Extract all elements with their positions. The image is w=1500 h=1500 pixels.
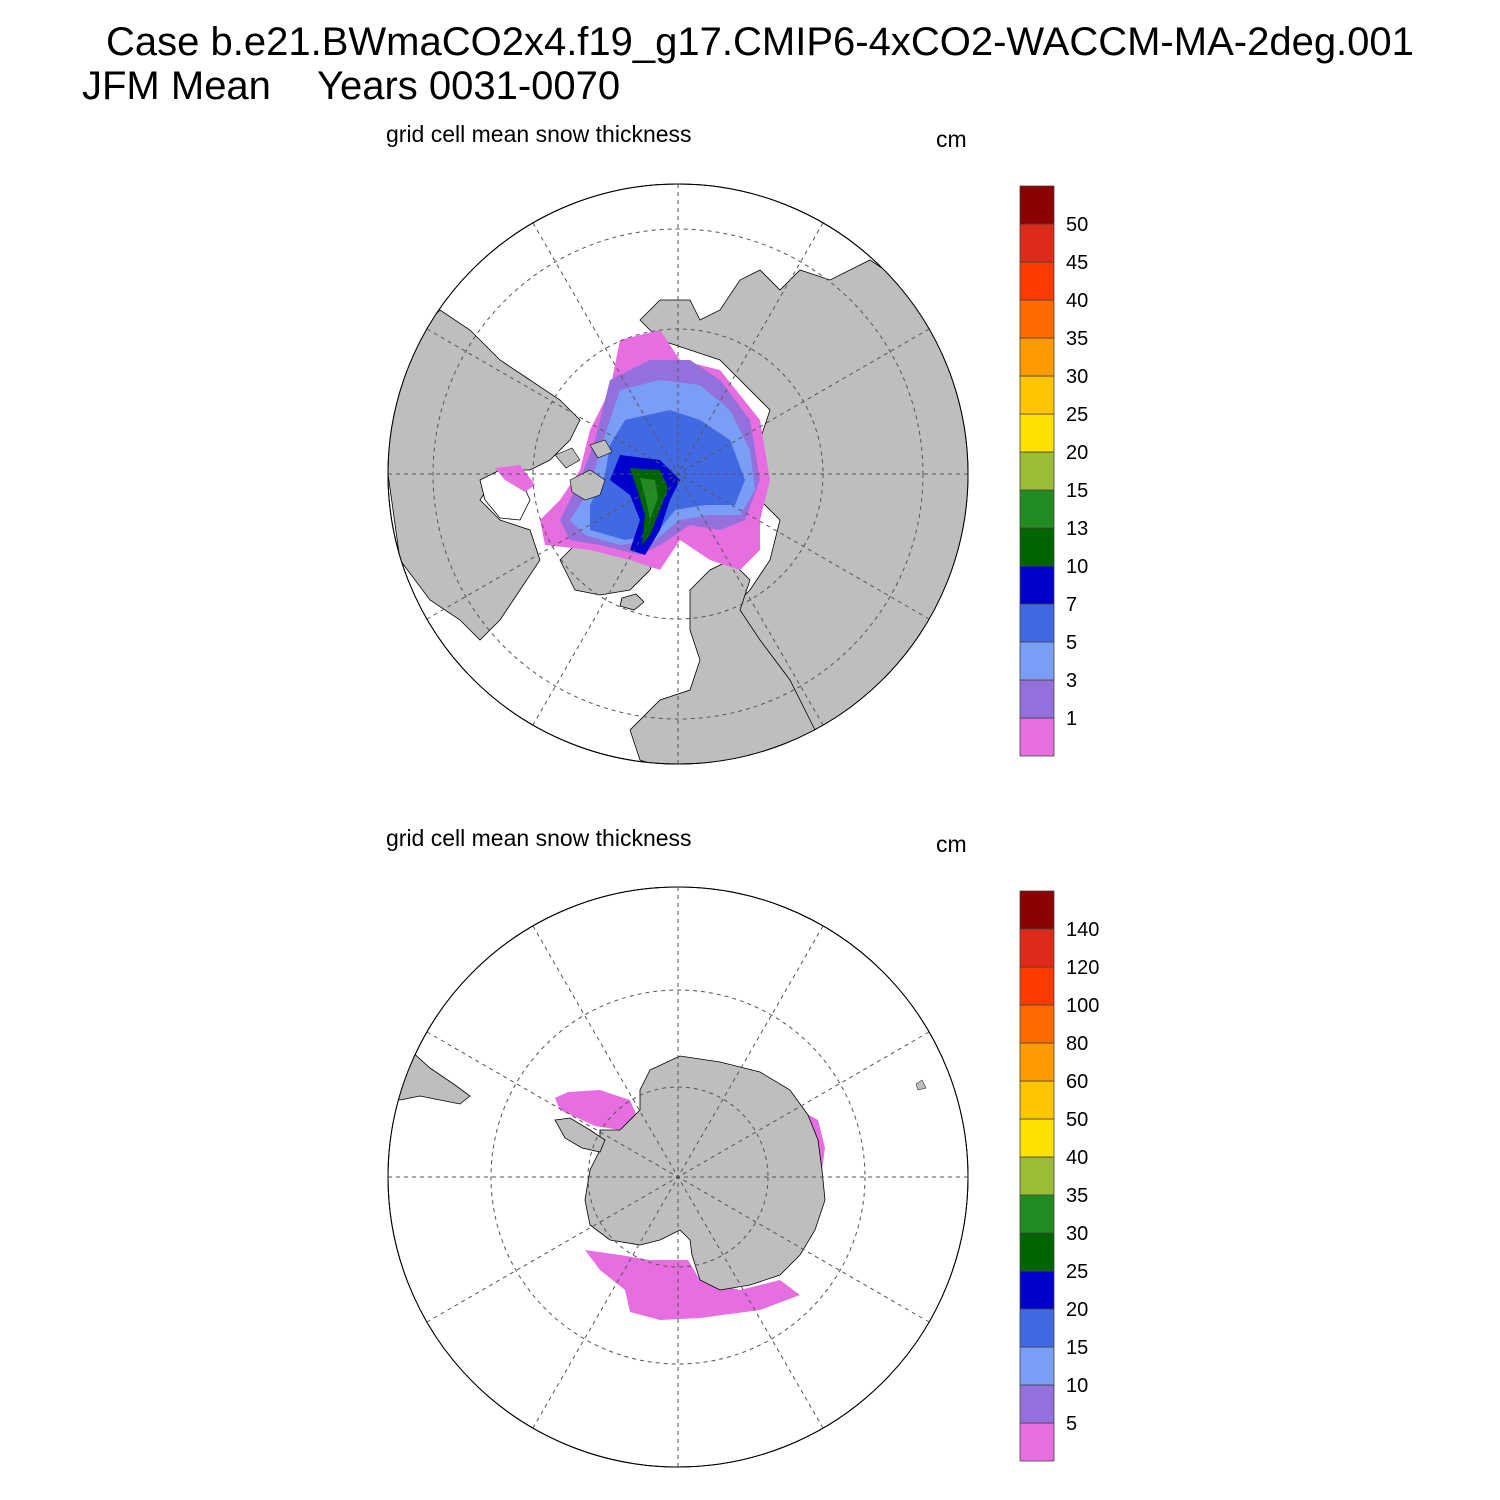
south-colorbar-label-0: 5	[1066, 1413, 1077, 1435]
north-colorbar-label-12: 45	[1066, 252, 1088, 274]
south-colorbar-box-2	[1019, 1346, 1055, 1386]
south-colorbar-box-7	[1019, 1156, 1055, 1196]
period-title: JFM Mean Years 0031-0070	[82, 64, 620, 108]
north-colorbar-label-11: 40	[1066, 290, 1088, 312]
south-land-africa	[915, 1079, 927, 1091]
north-colorbar-box-7	[1019, 451, 1055, 491]
south-colorbar-box-1	[1019, 1384, 1055, 1424]
north-colorbar-label-10: 35	[1066, 328, 1088, 350]
north-colorbar-box-14	[1019, 185, 1055, 225]
south-colorbar-label-1: 10	[1066, 1375, 1088, 1397]
north-colorbar-label-6: 15	[1066, 480, 1088, 502]
south-colorbar-box-0	[1019, 1422, 1055, 1462]
north-colorbar-box-5	[1019, 527, 1055, 567]
north-colorbar-box-1	[1019, 679, 1055, 719]
south-snow-ross	[585, 1250, 800, 1320]
north-land-iceland	[619, 593, 645, 611]
south-colorbar-box-10	[1019, 1042, 1055, 1082]
south-colorbar-box-14	[1019, 890, 1055, 930]
north-colorbar-box-10	[1019, 337, 1055, 377]
south-polar-map	[387, 886, 969, 1468]
south-colorbar-label-9: 60	[1066, 1071, 1088, 1093]
north-colorbar-label-8: 25	[1066, 404, 1088, 426]
south-colorbar-label-5: 30	[1066, 1223, 1088, 1245]
north-colorbar-label-13: 50	[1066, 214, 1088, 236]
south-colorbar-label-7: 40	[1066, 1147, 1088, 1169]
south-colorbar-box-12	[1019, 966, 1055, 1006]
north-units-label: cm	[936, 126, 967, 152]
north-colorbar-box-2	[1019, 641, 1055, 681]
south-colorbar-label-3: 20	[1066, 1299, 1088, 1321]
north-colorbar-box-0	[1019, 717, 1055, 757]
south-colorbar: 5 10 15 20 25 30 35 40 50 60 80 100 120 140	[1019, 890, 1099, 1462]
south-colorbar-label-10: 80	[1066, 1033, 1088, 1055]
south-colorbar-label-13: 140	[1066, 919, 1099, 941]
north-colorbar-box-8	[1019, 413, 1055, 453]
north-colorbar-box-12	[1019, 261, 1055, 301]
north-colorbar-box-6	[1019, 489, 1055, 529]
north-colorbar-box-3	[1019, 603, 1055, 643]
south-colorbar-box-9	[1019, 1080, 1055, 1120]
south-colorbar-box-11	[1019, 1004, 1055, 1044]
south-snow-weddell	[555, 1090, 636, 1130]
north-colorbar-label-9: 30	[1066, 366, 1088, 388]
north-colorbar-box-13	[1019, 223, 1055, 263]
south-land-peninsula	[554, 1117, 606, 1153]
south-colorbar-box-13	[1019, 928, 1055, 968]
south-colorbar-box-3	[1019, 1308, 1055, 1348]
south-units-label: cm	[936, 831, 967, 857]
south-panel-title: grid cell mean snow thickness	[386, 825, 692, 851]
case-title: Case b.e21.BWmaCO2x4.f19_g17.CMIP6-4xCO2…	[106, 20, 1414, 64]
north-colorbar-box-4	[1019, 565, 1055, 605]
north-polar-map	[387, 183, 969, 765]
south-colorbar-label-2: 15	[1066, 1337, 1088, 1359]
years-label: Years 0031-0070	[316, 64, 621, 108]
north-panel-title: grid cell mean snow thickness	[386, 121, 692, 147]
season-label: JFM Mean	[82, 64, 271, 108]
south-colorbar-box-4	[1019, 1270, 1055, 1310]
north-colorbar-label-7: 20	[1066, 442, 1088, 464]
north-colorbar-label-4: 10	[1066, 556, 1088, 578]
north-snow-13to15	[640, 478, 658, 520]
north-colorbar-label-3: 7	[1066, 594, 1077, 616]
north-colorbar-label-2: 5	[1066, 632, 1077, 654]
north-colorbar-label-1: 3	[1066, 670, 1077, 692]
south-colorbar-label-6: 35	[1066, 1185, 1088, 1207]
north-colorbar-box-11	[1019, 299, 1055, 339]
south-colorbar-box-5	[1019, 1232, 1055, 1272]
south-colorbar-label-4: 25	[1066, 1261, 1088, 1283]
north-colorbar-label-5: 13	[1066, 518, 1088, 540]
south-colorbar-label-8: 50	[1066, 1109, 1088, 1131]
north-land-europe	[629, 559, 821, 764]
south-colorbar-label-12: 120	[1066, 957, 1099, 979]
south-colorbar-label-11: 100	[1066, 995, 1099, 1017]
south-colorbar-box-6	[1019, 1194, 1055, 1234]
south-colorbar-box-8	[1019, 1118, 1055, 1158]
north-colorbar-label-0: 1	[1066, 708, 1077, 730]
north-land-archipelago	[554, 439, 613, 501]
north-colorbar-box-9	[1019, 375, 1055, 415]
